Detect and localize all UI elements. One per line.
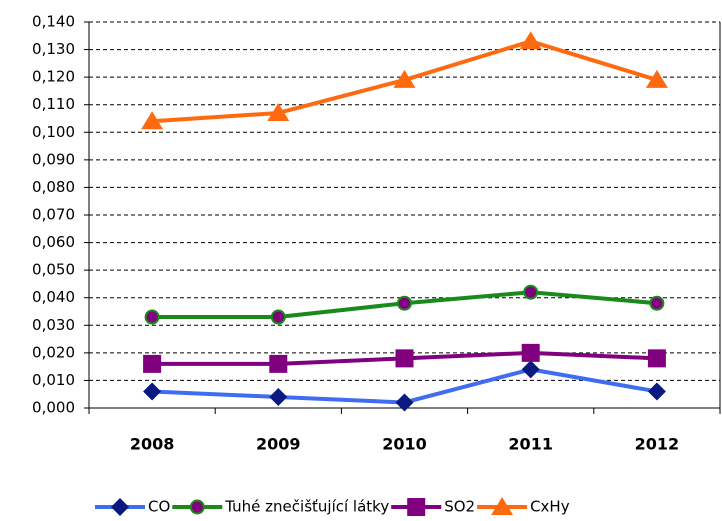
y-tick-label: 0,020 bbox=[32, 343, 75, 361]
marker bbox=[523, 284, 539, 300]
legend-item: SO2 bbox=[391, 498, 475, 516]
marker bbox=[143, 354, 162, 373]
marker bbox=[395, 393, 414, 412]
marker bbox=[649, 295, 665, 311]
marker bbox=[519, 31, 542, 50]
marker bbox=[270, 309, 286, 325]
y-tick-label: 0,070 bbox=[32, 206, 75, 224]
x-tick-label: 2008 bbox=[130, 435, 175, 454]
marker bbox=[491, 497, 514, 515]
x-tick-label: 2011 bbox=[508, 435, 553, 454]
marker bbox=[397, 295, 412, 311]
marker bbox=[521, 360, 540, 379]
marker bbox=[111, 498, 129, 516]
marker bbox=[395, 349, 414, 368]
y-tick-label: 0,110 bbox=[32, 95, 75, 113]
legend-item: CO bbox=[95, 498, 170, 516]
marker bbox=[521, 343, 540, 362]
y-tick-label: 0,130 bbox=[32, 40, 75, 58]
y-tick-label: 0,100 bbox=[32, 123, 75, 141]
y-tick-label: 0,010 bbox=[32, 371, 75, 389]
legend-label: CxHy bbox=[530, 498, 570, 516]
marker bbox=[141, 111, 164, 130]
marker bbox=[269, 387, 288, 406]
x-tick-label: 2009 bbox=[256, 435, 301, 454]
marker bbox=[645, 69, 668, 88]
marker bbox=[407, 498, 426, 516]
x-tick-label: 2012 bbox=[635, 435, 680, 454]
marker bbox=[393, 69, 416, 88]
legend-label: Tuhé znečišťující látky bbox=[224, 498, 389, 516]
y-tick-label: 0,030 bbox=[32, 316, 75, 334]
marker bbox=[269, 354, 288, 373]
legend-item: Tuhé znečišťující látky bbox=[172, 498, 389, 516]
marker bbox=[647, 382, 666, 401]
legend-label: CO bbox=[148, 498, 170, 516]
y-tick-label: 0,060 bbox=[32, 233, 75, 251]
y-tick-label: 0,090 bbox=[32, 150, 75, 168]
y-tick-label: 0,000 bbox=[32, 399, 75, 417]
legend-label: SO2 bbox=[444, 498, 475, 516]
y-tick-label: 0,120 bbox=[32, 68, 75, 86]
x-tick-label: 2010 bbox=[382, 435, 427, 454]
legend-item: CxHy bbox=[477, 497, 570, 516]
marker bbox=[647, 349, 666, 368]
y-tick-label: 0,080 bbox=[32, 178, 75, 196]
marker bbox=[267, 102, 290, 121]
marker bbox=[143, 382, 162, 401]
marker bbox=[144, 309, 160, 325]
y-tick-label: 0,140 bbox=[32, 13, 75, 31]
marker bbox=[189, 499, 205, 515]
y-tick-label: 0,040 bbox=[32, 288, 75, 306]
y-tick-label: 0,050 bbox=[32, 261, 75, 279]
